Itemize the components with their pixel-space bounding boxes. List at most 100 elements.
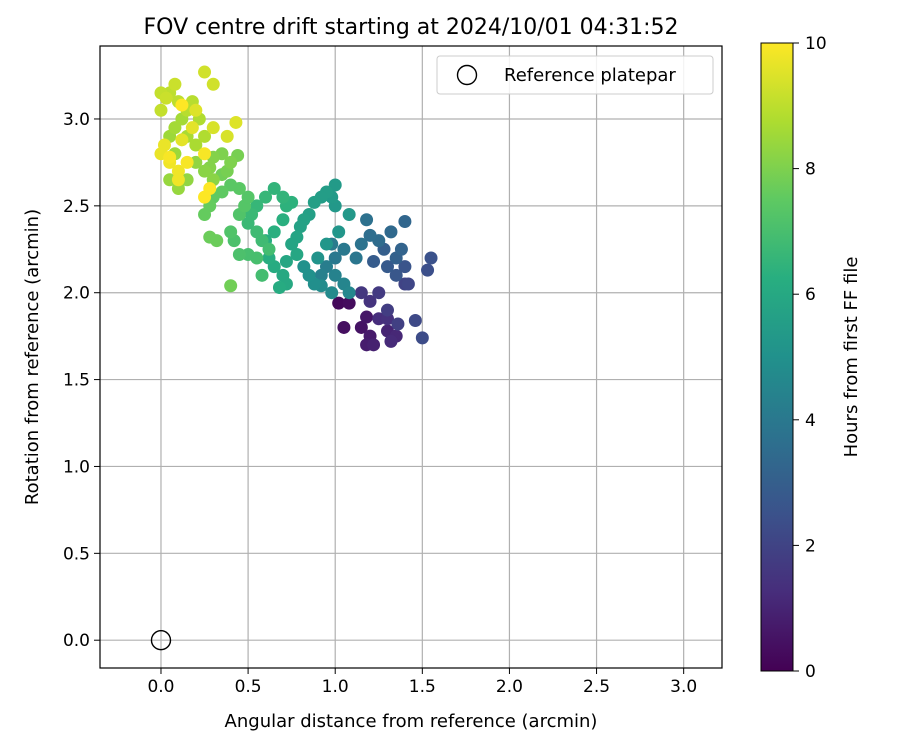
data-point [285, 237, 299, 251]
data-points [154, 65, 438, 352]
legend-label: Reference platepar [504, 65, 676, 86]
colorbar: 0 2 4 6 8 10 Hours from first FF file [760, 34, 862, 682]
data-point [175, 98, 189, 112]
data-point [163, 150, 177, 164]
data-point [337, 242, 351, 256]
chart-title: FOV centre drift starting at 2024/10/01 … [144, 15, 679, 40]
data-point [241, 190, 255, 204]
colorbar-gradient [760, 42, 794, 672]
x-tick-label: 0.5 [235, 677, 262, 697]
data-point [415, 331, 429, 345]
y-tick-label: 2.0 [63, 284, 90, 304]
data-point [311, 251, 325, 265]
data-point [332, 225, 346, 239]
data-point [224, 155, 238, 169]
data-point [262, 242, 276, 256]
data-point [380, 303, 394, 317]
data-point [267, 181, 281, 195]
data-point [198, 129, 212, 143]
data-point [328, 178, 342, 192]
data-point [220, 129, 234, 143]
data-point [241, 216, 255, 230]
data-point [293, 220, 307, 234]
colorbar-ticks: 0 2 4 6 8 10 [793, 34, 827, 682]
data-point [229, 115, 243, 129]
x-tick-label: 2.0 [496, 677, 523, 697]
data-point [185, 121, 199, 135]
data-point [198, 208, 212, 222]
data-point [360, 310, 374, 324]
data-point [171, 173, 185, 187]
data-point [398, 214, 412, 228]
data-point [360, 213, 374, 227]
data-point [290, 247, 304, 261]
data-point [421, 263, 435, 277]
x-tick-label: 2.5 [583, 677, 610, 697]
data-point [384, 334, 398, 348]
y-tick-label: 1.5 [63, 371, 90, 391]
data-point [389, 268, 403, 282]
y-tick-label: 0.5 [63, 544, 90, 564]
data-point [297, 260, 311, 274]
data-point [319, 237, 333, 251]
data-point [391, 317, 405, 331]
data-point [224, 178, 238, 192]
colorbar-tick-label: 0 [805, 662, 816, 682]
data-point [276, 213, 290, 227]
data-point [325, 286, 339, 300]
x-tick-label: 1.0 [322, 677, 349, 697]
legend-marker-icon [456, 64, 478, 86]
data-point [224, 279, 238, 293]
data-point [159, 91, 173, 105]
colorbar-tick-label: 6 [805, 285, 816, 305]
data-point [332, 296, 346, 310]
plot-frame [99, 45, 723, 669]
data-point [276, 190, 290, 204]
colorbar-tick-label: 8 [805, 160, 816, 180]
data-point [168, 77, 182, 91]
y-tick-label: 2.5 [63, 197, 90, 217]
y-tick-label: 0.0 [63, 631, 90, 651]
grid-lines [100, 46, 722, 668]
reference-platepar-marker [150, 630, 172, 651]
data-point [363, 294, 377, 308]
x-tick-label: 0.0 [147, 677, 174, 697]
data-point [189, 103, 203, 117]
data-point [398, 260, 412, 274]
y-axis-label: Rotation from reference (arcmin) [22, 209, 43, 505]
colorbar-tick-label: 2 [805, 536, 816, 556]
data-point [154, 103, 168, 117]
data-point [206, 121, 220, 135]
data-point [210, 234, 224, 248]
data-point [337, 320, 351, 334]
data-point [354, 320, 368, 334]
data-point [259, 190, 273, 204]
data-point [367, 254, 381, 268]
data-point [328, 251, 342, 265]
y-axis-ticks: 0.0 0.5 1.0 1.5 2.0 2.5 3.0 [63, 110, 100, 651]
data-point [198, 147, 212, 161]
data-point [328, 268, 342, 282]
data-point [198, 164, 212, 178]
data-point [255, 234, 269, 248]
data-point [180, 155, 194, 169]
legend-box [436, 55, 714, 95]
data-point [342, 286, 356, 300]
data-point [408, 314, 422, 328]
x-axis-label: Angular distance from reference (arcmin) [225, 711, 598, 732]
x-tick-label: 3.0 [670, 677, 697, 697]
data-point [255, 268, 269, 282]
data-point [424, 251, 438, 265]
data-point [384, 225, 398, 239]
y-tick-label: 3.0 [63, 110, 90, 130]
data-point [168, 121, 182, 135]
legend: Reference platepar [436, 55, 714, 95]
y-tick-label: 1.0 [63, 457, 90, 477]
data-point [380, 260, 394, 274]
data-point [224, 225, 238, 239]
data-point [189, 138, 203, 152]
data-point [354, 286, 368, 300]
data-point [349, 251, 363, 265]
data-point [354, 237, 368, 251]
